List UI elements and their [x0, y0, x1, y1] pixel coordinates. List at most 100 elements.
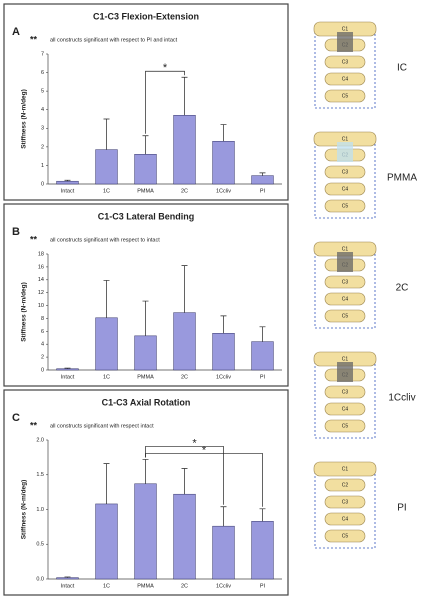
error-bar	[64, 576, 71, 578]
error-bar	[259, 326, 266, 342]
y-axis-label: Stiffness (N-m/deg)	[21, 480, 28, 540]
significance-bracket	[145, 446, 224, 505]
error-bar	[142, 300, 149, 336]
y-tick-label: 18	[38, 251, 44, 257]
vertebra	[324, 402, 366, 416]
vertebra	[324, 165, 366, 179]
x-tick-label: 1Ccliv	[216, 583, 231, 589]
construct-label: PI	[397, 503, 406, 514]
bar	[95, 317, 118, 371]
y-tick-label: 2	[41, 355, 44, 361]
significance-bracket	[145, 453, 263, 507]
x-tick-label: Intact	[61, 188, 75, 194]
panel-letter: C	[12, 412, 20, 424]
bar	[56, 368, 79, 371]
note-mark: **	[30, 34, 38, 44]
vertebra	[324, 275, 366, 289]
vertebra-label: C3	[342, 59, 349, 65]
y-tick-label: 1.0	[36, 507, 44, 513]
error-bar	[103, 463, 110, 504]
bar	[251, 521, 274, 580]
vertebra	[324, 292, 366, 306]
construct-label: 1Ccliv	[388, 393, 415, 404]
vertebra-label: C4	[342, 296, 349, 302]
y-tick-label: 0	[41, 181, 44, 187]
error-bar	[103, 118, 110, 150]
vertebra-label: C1	[342, 356, 349, 362]
y-tick-label: 0.5	[36, 542, 44, 548]
vertebra-label: C2	[342, 482, 349, 488]
note: all constructs significant with respect …	[50, 423, 154, 429]
error-bar	[181, 468, 188, 495]
error-bar	[259, 172, 266, 176]
error-bar	[220, 315, 227, 334]
significance-bracket	[145, 70, 185, 134]
vertebra-label: C3	[342, 279, 349, 285]
y-tick-label: 4	[41, 342, 44, 348]
chart-title: C1-C3 Lateral Bending	[98, 211, 195, 221]
bar	[56, 577, 79, 580]
x-tick-label: 1C	[103, 374, 110, 380]
vertebra-label: C3	[342, 169, 349, 175]
chart-title: C1-C3 Axial Rotation	[102, 397, 191, 407]
note-mark: **	[30, 420, 38, 430]
x-tick-label: 2C	[181, 374, 188, 380]
error-bar	[181, 265, 188, 313]
x-tick-label: 1C	[103, 583, 110, 589]
error-bar	[142, 135, 149, 155]
x-tick-label: PI	[260, 188, 266, 194]
bar	[212, 141, 235, 185]
y-tick-label: 6	[41, 329, 44, 335]
y-tick-label: 4	[41, 107, 44, 113]
error-bar	[103, 280, 110, 318]
vertebra-label: C5	[342, 203, 349, 209]
x-tick-label: 1Ccliv	[216, 188, 231, 194]
vertebra-label: C1	[342, 246, 349, 252]
panel-frame	[3, 203, 289, 387]
error-bar	[181, 76, 188, 116]
significance-label: *	[202, 444, 207, 456]
y-tick-label: 0	[41, 367, 44, 373]
vertebra-label: C5	[342, 423, 349, 429]
bar	[95, 149, 118, 185]
vertebra	[324, 72, 366, 86]
vertebra-label: C1	[342, 136, 349, 142]
error-bar	[64, 367, 71, 369]
y-tick-label: 6	[41, 70, 44, 76]
vertebra-label: C5	[342, 313, 349, 319]
vertebra	[324, 182, 366, 196]
y-tick-label: 2	[41, 144, 44, 150]
vertebra-label: C4	[342, 76, 349, 82]
vertebra-label: C4	[342, 406, 349, 412]
y-tick-label: 2.0	[36, 437, 44, 443]
y-axis-label: Stiffness (N-m/deg)	[21, 282, 28, 342]
vertebra-label: C3	[342, 389, 349, 395]
bar	[173, 493, 196, 580]
bar	[95, 503, 118, 580]
bar	[134, 483, 157, 580]
bar	[134, 335, 157, 371]
y-tick-label: 5	[41, 89, 44, 95]
vertebra-label: C1	[342, 26, 349, 32]
x-tick-label: PI	[260, 374, 266, 380]
vertebra	[324, 512, 366, 526]
bar	[251, 175, 274, 185]
x-tick-label: PI	[260, 583, 266, 589]
bar	[56, 180, 79, 185]
y-tick-label: 0.0	[36, 576, 44, 582]
screw	[337, 32, 353, 52]
construct-label: IC	[397, 63, 407, 74]
error-bar	[64, 179, 71, 182]
construct-label: PMMA	[387, 173, 417, 184]
bar	[251, 341, 274, 371]
vertebra	[324, 419, 366, 433]
x-tick-label: 1C	[103, 188, 110, 194]
error-bar	[259, 508, 266, 522]
x-tick-label: Intact	[61, 374, 75, 380]
vertebra	[324, 529, 366, 543]
y-tick-label: 14	[38, 277, 44, 283]
y-tick-label: 12	[38, 290, 44, 296]
y-tick-label: 8	[41, 316, 44, 322]
vertebra	[324, 89, 366, 103]
